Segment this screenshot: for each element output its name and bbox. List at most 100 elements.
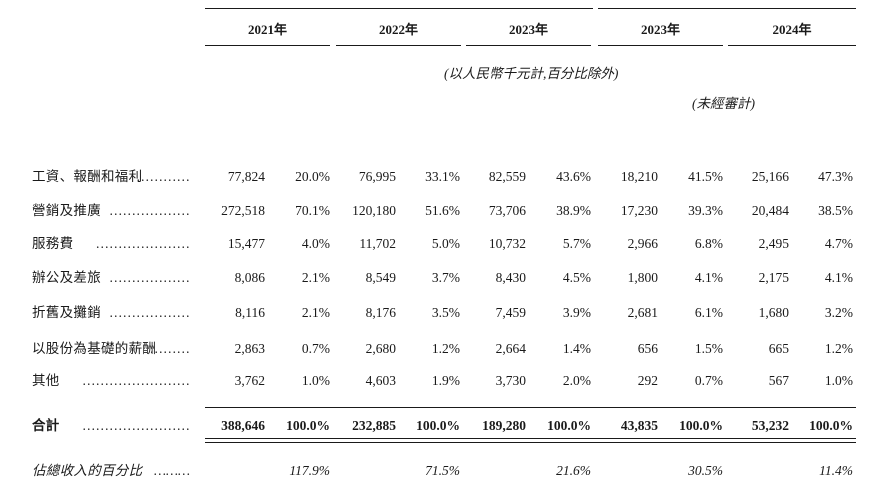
total-amount-cell: 232,885 [352,418,396,433]
row-label: 服務費 [32,236,74,251]
percent-cell: 1.2% [431,341,460,356]
amount-cell: 2,664 [495,341,526,356]
header-top-rule-right [598,8,856,9]
row-label: 以股份為基礎的薪酬 [32,341,157,356]
percent-cell: 4.7% [824,236,853,251]
year-underline-2021 [205,45,330,46]
amount-cell: 8,176 [365,305,396,320]
row-label: 其他 [32,373,60,388]
amount-cell: 292 [637,373,658,388]
percent-cell: 1.9% [431,373,460,388]
amount-cell: 1,680 [758,305,789,320]
year-header-2022: 2022年 [378,22,418,37]
year-header-2021: 2021年 [247,22,287,37]
percent-cell: 51.6% [425,203,460,218]
percent-cell: 0.7% [694,373,723,388]
percent-cell: 6.1% [694,305,723,320]
percent-cell: 43.6% [556,169,591,184]
amount-cell: 1,800 [627,270,658,285]
amount-cell: 3,762 [234,373,265,388]
year-header-2024-interim: 2024年 [772,22,812,37]
year-underline-2023 [466,45,591,46]
percent-cell: 38.9% [556,203,591,218]
row-leader-dots: ……………… [109,270,190,285]
row-leader-dots: …………………… [82,373,190,388]
percent-cell: 1.0% [824,373,853,388]
percent-cell: 20.0% [295,169,330,184]
amount-cell: 665 [768,341,789,356]
percent-cell: 5.0% [431,236,460,251]
percent-cell: 33.1% [425,169,460,184]
amount-cell: 2,681 [627,305,658,320]
percent-cell: 70.1% [295,203,330,218]
amount-cell: 10,732 [488,236,526,251]
header-top-rule-left [205,8,593,9]
amount-cell: 76,995 [358,169,396,184]
amount-cell: 8,549 [365,270,396,285]
amount-cell: 3,730 [495,373,526,388]
amount-cell: 2,175 [758,270,789,285]
percent-cell: 2.0% [562,373,591,388]
amount-cell: 567 [768,373,789,388]
unit-note: (以人民幣千元計,百分比除外) [444,66,619,81]
total-top-rule [205,407,856,408]
percent-cell: 1.4% [562,341,591,356]
total-amount-cell: 189,280 [482,418,526,433]
revenue-pct-cell: 71.5% [425,463,460,478]
percent-cell: 5.7% [562,236,591,251]
percent-cell: 4.1% [824,270,853,285]
amount-cell: 11,702 [359,236,396,251]
row-label: 營銷及推廣 [32,203,101,218]
total-amount-cell: 388,646 [221,418,265,433]
percent-cell: 3.7% [431,270,460,285]
percent-cell: 1.2% [824,341,853,356]
percent-cell: 3.9% [562,305,591,320]
amount-cell: 120,180 [352,203,396,218]
percent-cell: 38.5% [818,203,853,218]
row-label: 辦公及差旅 [32,270,101,285]
amount-cell: 8,430 [495,270,526,285]
total-bottom-rule-1 [205,438,856,439]
total-amount-cell: 53,232 [751,418,789,433]
amount-cell: 7,459 [495,305,526,320]
total-percent-cell: 100.0% [286,418,330,433]
revenue-pct-cell: 11.4% [819,463,853,478]
total-label: 合計 [32,418,60,433]
percent-cell: 4.1% [694,270,723,285]
amount-cell: 2,863 [234,341,265,356]
total-leader-dots: …………………… [82,418,190,433]
total-bottom-rule-2 [205,442,856,443]
year-underline-2023-interim [598,45,723,46]
year-header-2023: 2023年 [508,22,548,37]
amount-cell: 77,824 [227,169,265,184]
percent-cell: 0.7% [301,341,330,356]
amount-cell: 15,477 [227,236,265,251]
row-leader-dots: ………………… [95,236,191,251]
row-leader-dots: ……………… [109,203,190,218]
amount-cell: 2,966 [627,236,658,251]
total-percent-cell: 100.0% [809,418,853,433]
percent-cell: 4.5% [562,270,591,285]
amount-cell: 8,086 [234,270,265,285]
percent-cell: 3.2% [824,305,853,320]
revenue-pct-cell: 30.5% [688,463,723,478]
amount-cell: 17,230 [620,203,658,218]
amount-cell: 4,603 [365,373,396,388]
amount-cell: 2,495 [758,236,789,251]
percent-cell: 2.1% [301,270,330,285]
amount-cell: 2,680 [365,341,396,356]
revenue-pct-cell: 21.6% [556,463,591,478]
percent-cell: 41.5% [688,169,723,184]
percent-cell: 2.1% [301,305,330,320]
unaudited-note: (未經審計) [692,96,755,111]
row-label: 工資、報酬和福利 [32,169,143,184]
percent-cell: 1.0% [301,373,330,388]
total-percent-cell: 100.0% [416,418,460,433]
amount-cell: 8,116 [235,305,265,320]
row-label: 折舊及攤銷 [32,305,101,320]
percent-cell: 39.3% [688,203,723,218]
revenue-pct-cell: 117.9% [289,463,330,478]
amount-cell: 20,484 [751,203,789,218]
amount-cell: 25,166 [751,169,789,184]
